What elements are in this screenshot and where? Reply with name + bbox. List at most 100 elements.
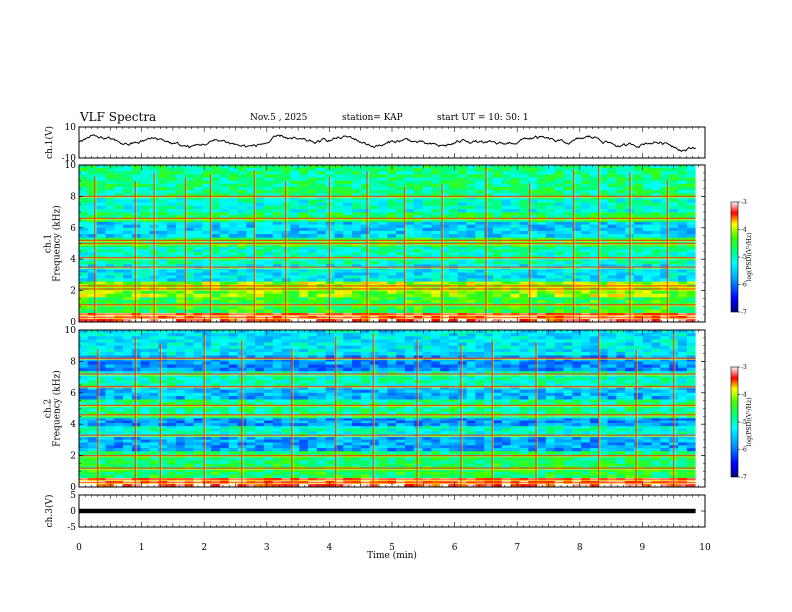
spectrogram-cell xyxy=(211,474,221,478)
spectrogram-cell xyxy=(325,171,335,175)
spectrogram-cell xyxy=(475,165,485,169)
spectrogram-cell xyxy=(281,227,291,232)
spectrogram-cell xyxy=(677,469,688,473)
spectrogram-cell xyxy=(308,249,318,253)
spectrogram-cell xyxy=(237,300,247,304)
spectrogram-cell xyxy=(642,174,652,178)
spectrogram-cell xyxy=(545,171,556,175)
spectrogram-cell xyxy=(466,174,476,178)
spectrogram-cell xyxy=(493,469,503,473)
spectrogram-cell xyxy=(316,258,327,262)
spectrogram-cell xyxy=(202,272,212,276)
spectrogram-cell xyxy=(545,212,556,216)
spectrogram-cell xyxy=(202,165,212,169)
spectrogram-cell xyxy=(422,224,432,229)
spectrogram-cell xyxy=(431,431,441,435)
spectrogram-cell xyxy=(237,171,247,175)
spectrogram-cell xyxy=(607,234,617,238)
spectrogram-cell xyxy=(263,460,274,464)
spectrogram-cell xyxy=(510,165,520,169)
spectrogram-cell xyxy=(440,296,450,301)
spectrogram-cell xyxy=(123,296,133,301)
spectrogram-cell xyxy=(642,177,652,182)
spectrogram-cell xyxy=(589,237,600,241)
spectrogram-cell xyxy=(237,183,247,188)
spectrogram-cell xyxy=(642,168,652,172)
spectrogram-cell xyxy=(325,234,335,238)
spectrogram-cell xyxy=(589,293,600,298)
spectrogram-cell xyxy=(184,300,194,304)
spectrogram-cell xyxy=(316,174,327,178)
spectrogram-cell xyxy=(528,221,538,226)
spectrogram-cell xyxy=(334,290,344,295)
spectrogram-cell xyxy=(175,450,186,455)
spectrogram-cell xyxy=(184,463,194,467)
spectrogram-cell xyxy=(299,457,309,461)
spectrogram-cell xyxy=(589,224,600,229)
spectrogram-cell xyxy=(519,300,529,304)
spectrogram-cell xyxy=(466,425,476,429)
spectrogram-cell xyxy=(633,165,644,169)
spectrogram-cell xyxy=(114,290,124,295)
spectrogram-cell xyxy=(669,174,679,178)
spectrogram-cell xyxy=(123,457,133,461)
spectrogram-cell xyxy=(669,246,679,250)
spectrogram-cell xyxy=(272,457,282,461)
spectrogram-cell xyxy=(105,269,115,273)
spectrogram-cell xyxy=(413,221,423,226)
spectrogram-cell xyxy=(404,263,415,268)
spectrogram-cell xyxy=(448,215,459,219)
spectrogram-cell xyxy=(457,269,467,273)
spectrogram-cell xyxy=(325,445,335,449)
spectrogram-cell xyxy=(677,224,688,229)
spectrogram-cell xyxy=(360,221,371,226)
spectrogram-cell xyxy=(263,448,274,452)
spectrogram-cell xyxy=(158,183,168,188)
spectrogram-cell xyxy=(686,281,697,285)
spectrogram-cell xyxy=(281,296,291,301)
spectrogram-cell xyxy=(554,309,564,313)
spectrogram-cell xyxy=(105,180,115,185)
spectrogram-cell xyxy=(378,306,388,310)
spectrogram-cell xyxy=(308,263,318,268)
spectrogram-cell xyxy=(404,199,415,204)
spectrogram-cell xyxy=(352,165,362,169)
spectrogram-cell xyxy=(334,234,344,238)
spectrogram-cell xyxy=(158,224,168,229)
spectrogram-cell xyxy=(396,212,406,216)
spectrogram-cell xyxy=(537,442,547,446)
spectrogram-cell xyxy=(308,171,318,175)
spectrogram-cell xyxy=(510,183,520,188)
spectrogram-cell xyxy=(501,318,512,323)
spectrogram-cell xyxy=(501,306,512,310)
spectrogram-cell xyxy=(484,445,494,449)
spectrogram-cell xyxy=(510,237,520,241)
spectrogram-cell xyxy=(448,252,459,256)
spectrogram-cell xyxy=(79,237,89,241)
spectrogram-cell xyxy=(167,474,177,478)
spectrogram-cell xyxy=(431,258,441,262)
spectrogram-cell xyxy=(334,431,344,435)
spectrogram-cell xyxy=(175,177,186,182)
spectrogram-cell xyxy=(378,457,388,461)
spectrogram-cell xyxy=(193,261,203,265)
spectrogram-cell xyxy=(422,255,432,259)
spectrogram-cell xyxy=(105,171,115,175)
spectrogram-cell xyxy=(360,240,371,244)
spectrogram-cell xyxy=(475,255,485,259)
spectrogram-cell xyxy=(554,275,564,279)
spectrogram-cell xyxy=(404,212,415,216)
spectrogram-cell xyxy=(308,318,318,323)
spectrogram-cell xyxy=(440,243,450,248)
spectrogram-cell xyxy=(87,212,98,216)
spectrogram-cell xyxy=(167,186,177,191)
spectrogram-cell xyxy=(475,258,485,262)
spectrogram-cell xyxy=(413,174,423,178)
spectrogram-cell xyxy=(316,263,327,268)
spectrogram-cell xyxy=(484,234,494,238)
spectrogram-cell xyxy=(105,425,115,429)
spectrogram-cell xyxy=(149,448,159,452)
spectrogram-cell xyxy=(501,436,512,440)
spectrogram-cell xyxy=(299,275,309,279)
spectrogram-cell xyxy=(607,460,617,464)
